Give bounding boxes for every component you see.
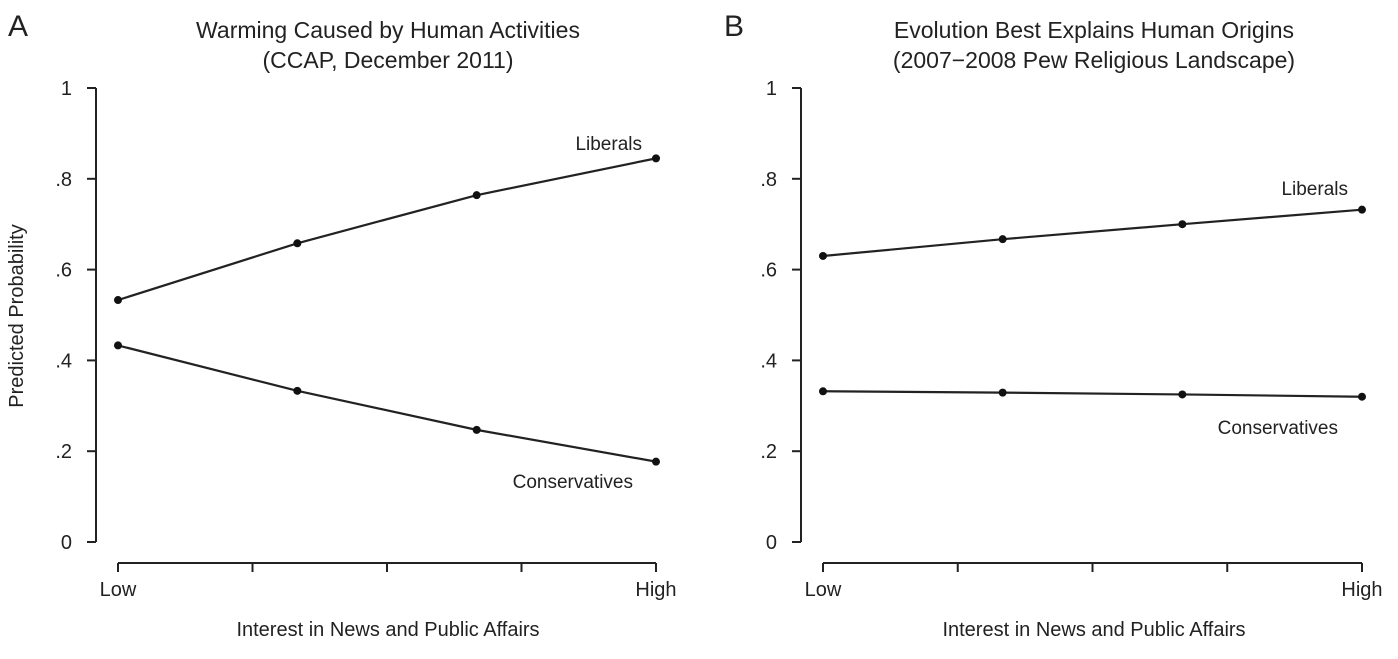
panel-a-conservatives-point [114,341,122,350]
panel-b-liberals-label: Liberals [1281,179,1348,200]
panel-a-series: Liberals Conservatives [114,134,660,493]
panel-b: B Evolution Best Explains Human Origins … [724,10,1383,641]
panel-a-liberals-point [472,191,481,200]
panel-a-liberals-point [293,239,302,248]
panel-a-conservatives-label: Conservatives [513,472,633,493]
panel-b-conservatives-point [1358,392,1366,401]
panel-b-liberals-point [998,235,1007,244]
panel-a-axes: 0 .2 .4 .6 .8 1 Low High [55,78,676,601]
panel-b-y-tick-label: .6 [760,260,777,282]
panel-b-liberals-point [1178,220,1187,229]
panel-b-title: Evolution Best Explains Human Origins [894,17,1294,43]
panel-a-x-tick-label: Low [100,579,137,601]
panel-b-conservatives-point [998,388,1007,397]
panel-a-ylabel: Predicted Probability [6,224,28,407]
panel-b-conservatives-point [1178,390,1187,399]
panel-a-y-tick-label: .6 [55,260,72,282]
panel-b-y-tick-label: 0 [766,532,777,554]
panel-b-subtitle: (2007−2008 Pew Religious Landscape) [893,47,1295,73]
panel-a-conservatives-point [652,457,660,466]
panel-a-liberals-point [114,296,122,305]
panel-a-y-tick-label: 0 [61,532,72,554]
panel-a-liberals-label: Liberals [575,134,642,155]
panel-a-conservatives-point [293,386,302,395]
panel-b-liberals-point [1358,205,1366,214]
panel-b-y-tick-label: .2 [760,441,777,463]
panel-b-series: Liberals Conservatives [819,179,1366,439]
panel-letter-b: B [724,10,744,43]
panel-b-conservatives-line [822,390,1363,398]
panel-a-x-tick-label: High [635,579,676,601]
panel-b-liberals-point [819,251,827,260]
panel-letter-a: A [8,10,28,43]
panel-a-liberals-line [117,157,657,302]
panel-b-conservatives-point [819,387,827,396]
panel-a-liberals-point [652,154,660,163]
panel-a-y-tick-label: .8 [55,169,72,191]
panel-b-axes: 0 .2 .4 .6 .8 1 Low High [760,78,1382,601]
panel-a-title: Warming Caused by Human Activities [196,17,580,43]
panel-a-subtitle: (CCAP, December 2011) [263,47,514,73]
panel-b-xlabel: Interest in News and Public Affairs [942,619,1245,641]
panel-a-conservatives-line [117,344,657,463]
panel-a-xlabel: Interest in News and Public Affairs [236,619,539,641]
panel-b-x-tick-label: Low [805,579,842,601]
panel-a-y-tick-label: 1 [61,78,72,100]
panel-a-conservatives-point [472,425,481,434]
panel-b-y-tick-label: .8 [760,169,777,191]
panel-a: A Warming Caused by Human Activities (CC… [6,10,677,641]
panel-b-conservatives-label: Conservatives [1218,418,1338,439]
panel-b-y-tick-label: 1 [766,78,777,100]
panel-b-y-tick-label: .4 [760,350,777,372]
panel-b-x-tick-label: High [1341,579,1382,601]
panel-b-liberals-line [822,208,1363,258]
panel-a-y-tick-label: .2 [55,441,72,463]
panel-a-y-tick-label: .4 [55,350,72,372]
